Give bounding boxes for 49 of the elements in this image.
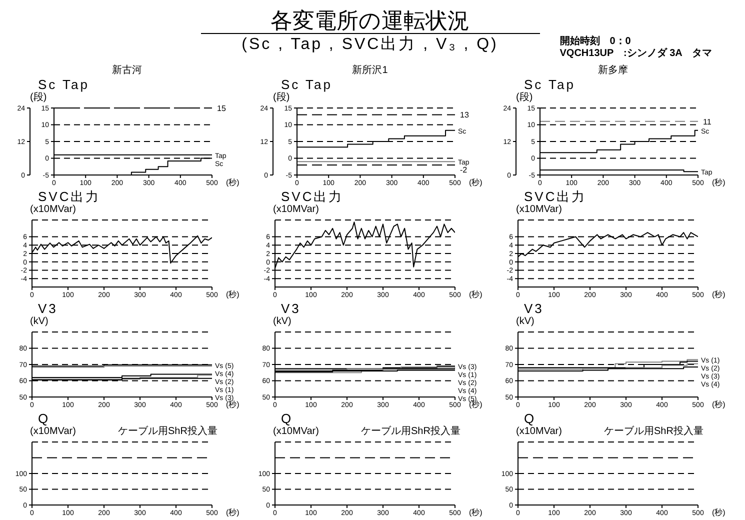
y-axis-title: SVC出力 [37, 189, 102, 204]
text: VQCH13UP :シンノダ 3A タマ [560, 48, 712, 60]
text: (x10MVar) [516, 426, 562, 438]
text: (段) [30, 92, 47, 104]
text: 各変電所の運転状況 [200, 8, 540, 34]
text: (x10MVar) [516, 204, 562, 216]
x-axis-title: (秒) [469, 508, 483, 517]
y-axis-title: SVC出力 [280, 189, 345, 204]
ref-line-label: 13 [460, 110, 470, 120]
text: (段) [516, 92, 533, 104]
x-axis-title: (秒) [226, 400, 240, 409]
text: (kV) [273, 316, 292, 328]
y-axis-title: Sc Tap [523, 77, 577, 92]
text: (kV) [30, 316, 48, 328]
y-axis-title: Q [280, 411, 294, 426]
y-axis-title: V3 [280, 301, 302, 316]
text: ケーブル用ShR投入量 [361, 426, 460, 438]
x-axis-title: (秒) [712, 508, 726, 517]
text: (x10MVar) [30, 426, 76, 438]
text: (x10MVar) [30, 204, 76, 216]
y-axis-title: Q [523, 411, 538, 426]
text: (x10MVar) [273, 204, 319, 216]
ref-line-label: 15 [217, 104, 226, 113]
chart-title: 新多摩 [597, 64, 629, 77]
y-axis-title: V3 [37, 301, 59, 316]
x-axis-title: (秒) [226, 508, 240, 517]
x-axis-title: (秒) [712, 400, 726, 409]
text: (段) [273, 92, 290, 104]
text: ケーブル用ShR投入量 [118, 426, 218, 438]
x-axis-title: (秒) [712, 290, 726, 299]
y-axis-title: V3 [523, 301, 545, 316]
text: (Sc , Tap , SVC出力 , V₃ , Q) [242, 36, 498, 53]
y-axis-title: Sc Tap [37, 77, 91, 92]
x-axis-title: (秒) [469, 290, 483, 299]
ref-line-label: -2 [460, 166, 468, 175]
chart-title: 新古河 [111, 64, 143, 77]
y-axis-title: Q [37, 411, 52, 426]
ref-line-label: 11 [703, 117, 712, 126]
y-axis-title: Sc Tap [280, 77, 334, 92]
text: 開始時刻 0：0 [560, 36, 632, 48]
text: (x10MVar) [273, 426, 319, 438]
x-axis-title: (秒) [226, 178, 240, 187]
x-axis-title: (秒) [469, 178, 483, 187]
y-axis-title: SVC出力 [523, 189, 588, 204]
x-axis-title: (秒) [226, 290, 240, 299]
chart-title: 新所沢1 [351, 64, 389, 77]
text: ケーブル用ShR投入量 [604, 426, 704, 438]
x-axis-title: (秒) [712, 178, 726, 187]
text: (kV) [516, 316, 534, 328]
